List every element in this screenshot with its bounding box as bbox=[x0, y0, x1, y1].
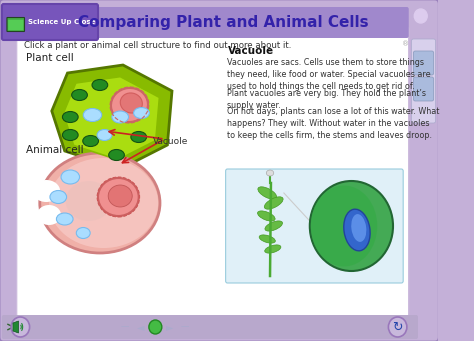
Text: Comparing Plant and Animal Cells: Comparing Plant and Animal Cells bbox=[79, 15, 369, 30]
Ellipse shape bbox=[351, 214, 366, 242]
Ellipse shape bbox=[134, 107, 149, 119]
FancyBboxPatch shape bbox=[17, 27, 409, 321]
Ellipse shape bbox=[265, 221, 283, 231]
Ellipse shape bbox=[264, 197, 283, 209]
Ellipse shape bbox=[83, 108, 102, 121]
Text: ►: ► bbox=[165, 322, 173, 332]
Circle shape bbox=[149, 320, 162, 334]
Ellipse shape bbox=[112, 111, 128, 123]
Polygon shape bbox=[52, 65, 172, 169]
Text: —: — bbox=[181, 323, 189, 331]
FancyBboxPatch shape bbox=[413, 77, 434, 101]
Text: ®: ® bbox=[402, 41, 410, 47]
Circle shape bbox=[414, 9, 427, 23]
FancyBboxPatch shape bbox=[17, 7, 409, 38]
FancyBboxPatch shape bbox=[411, 39, 436, 123]
Ellipse shape bbox=[92, 79, 108, 90]
Ellipse shape bbox=[61, 170, 80, 184]
Text: Plant vacuoles are very big. They hold the plant’s
supply water.: Plant vacuoles are very big. They hold t… bbox=[228, 89, 427, 110]
Ellipse shape bbox=[72, 89, 87, 101]
Ellipse shape bbox=[66, 181, 112, 221]
Ellipse shape bbox=[63, 130, 78, 140]
Ellipse shape bbox=[98, 178, 139, 216]
Ellipse shape bbox=[109, 149, 124, 161]
Ellipse shape bbox=[32, 180, 60, 202]
Ellipse shape bbox=[257, 211, 275, 221]
FancyBboxPatch shape bbox=[2, 315, 418, 339]
Text: Click a plant or animal cell structure to find out more about it.: Click a plant or animal cell structure t… bbox=[24, 41, 292, 50]
Ellipse shape bbox=[264, 245, 281, 253]
Ellipse shape bbox=[63, 112, 78, 122]
Polygon shape bbox=[13, 321, 18, 333]
Text: ↻: ↻ bbox=[392, 321, 403, 333]
Text: Vacuole: Vacuole bbox=[228, 46, 273, 56]
Ellipse shape bbox=[258, 187, 277, 199]
Ellipse shape bbox=[97, 130, 112, 140]
Ellipse shape bbox=[344, 209, 370, 251]
Text: ✕: ✕ bbox=[418, 13, 424, 19]
Ellipse shape bbox=[50, 191, 66, 204]
FancyBboxPatch shape bbox=[413, 51, 434, 75]
FancyBboxPatch shape bbox=[7, 17, 25, 31]
Ellipse shape bbox=[131, 132, 146, 143]
Text: —: — bbox=[121, 323, 129, 331]
Ellipse shape bbox=[311, 186, 377, 267]
FancyBboxPatch shape bbox=[226, 169, 403, 283]
Circle shape bbox=[310, 181, 393, 271]
Text: Animal cell: Animal cell bbox=[26, 145, 83, 155]
Ellipse shape bbox=[108, 185, 132, 207]
Text: Vacuole: Vacuole bbox=[154, 136, 189, 146]
FancyBboxPatch shape bbox=[0, 0, 439, 341]
Ellipse shape bbox=[111, 88, 148, 122]
Ellipse shape bbox=[76, 227, 90, 238]
Circle shape bbox=[11, 317, 29, 337]
Ellipse shape bbox=[120, 93, 142, 113]
Text: Vacuoles are sacs. Cells use them to store things
they need, like food or water.: Vacuoles are sacs. Cells use them to sto… bbox=[228, 58, 431, 91]
Ellipse shape bbox=[37, 205, 61, 225]
Text: Plant cell: Plant cell bbox=[26, 53, 73, 63]
Ellipse shape bbox=[49, 158, 158, 248]
Ellipse shape bbox=[266, 170, 273, 176]
Ellipse shape bbox=[83, 135, 99, 147]
Ellipse shape bbox=[259, 235, 275, 243]
Polygon shape bbox=[63, 77, 159, 160]
Ellipse shape bbox=[56, 213, 73, 225]
FancyBboxPatch shape bbox=[8, 20, 23, 30]
Ellipse shape bbox=[40, 153, 160, 253]
FancyBboxPatch shape bbox=[2, 4, 98, 40]
Text: ◄: ◄ bbox=[137, 322, 144, 332]
Text: Science Up Close: Science Up Close bbox=[28, 19, 95, 25]
Text: On hot days, plants can lose a lot of this water. What
happens? They wilt. Witho: On hot days, plants can lose a lot of th… bbox=[228, 107, 440, 140]
Circle shape bbox=[388, 317, 407, 337]
